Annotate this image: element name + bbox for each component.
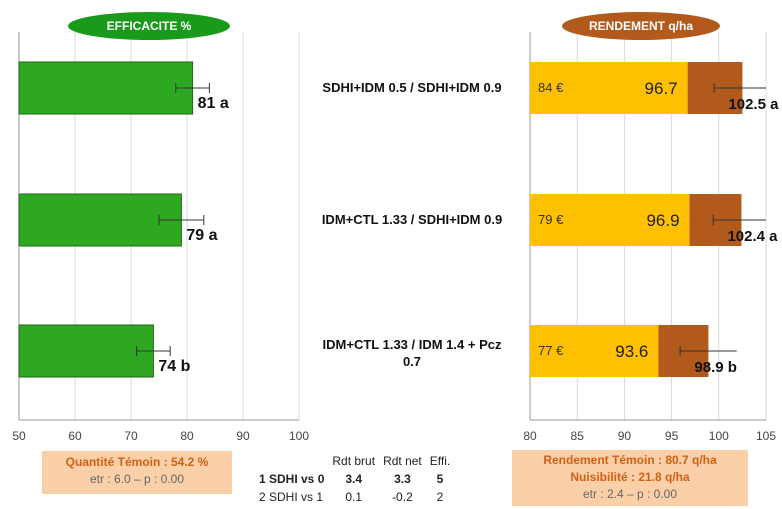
category-label: 0.7 <box>403 354 421 369</box>
efficacite-header-text: EFFICACITE % <box>106 19 192 33</box>
x-tick-label: 50 <box>12 429 26 443</box>
efficacite-bar <box>18 61 194 115</box>
efficacite-bar <box>18 193 182 247</box>
quantite-temoin-box: Quantité Témoin : 54.2 % etr : 6.0 – p :… <box>42 451 232 494</box>
table-cell: 3.4 <box>345 472 363 486</box>
x-tick-label: 100 <box>709 429 729 443</box>
efficacite-value-label: 74 b <box>158 358 190 375</box>
table-cell: 2 <box>436 490 444 504</box>
table-header-effi: Effi. <box>429 454 451 468</box>
x-tick-label: 95 <box>665 429 679 443</box>
net-yield-label: 96.9 <box>646 211 679 230</box>
rendement-header-text: RENDEMENT q/ha <box>588 19 693 33</box>
category-label: IDM+CTL 1.33 / SDHI+IDM 0.9 <box>322 212 502 227</box>
quantite-temoin-label: Quantité Témoin : 54.2 % <box>65 455 209 469</box>
cost-label: 77 € <box>538 343 564 358</box>
net-yield-label: 96.7 <box>645 79 678 98</box>
net-yield-bar <box>530 194 690 246</box>
x-tick-label: 60 <box>68 429 82 443</box>
total-yield-label: 98.9 b <box>694 359 737 376</box>
efficacite-value-label: 81 a <box>198 95 229 112</box>
table-row: 1 SDHI vs 0 3.4 3.3 5 <box>255 470 454 488</box>
efficacite-value-label: 79 a <box>186 227 217 244</box>
category-label: IDM+CTL 1.33 / IDM 1.4 + Pcz <box>323 337 502 352</box>
table-header-rdt-brut: Rdt brut <box>332 454 376 468</box>
quantite-temoin-stats: etr : 6.0 – p : 0.00 <box>89 472 185 486</box>
efficacite-bar <box>18 324 154 378</box>
net-yield-bar <box>530 325 659 377</box>
total-yield-label: 102.4 a <box>727 228 778 245</box>
comparison-table: Rdt brut Rdt net Effi. 1 SDHI vs 0 3.4 3… <box>255 452 454 506</box>
table-cell: -0.2 <box>392 490 413 504</box>
total-yield-label: 102.5 a <box>728 96 779 113</box>
x-tick-label: 70 <box>124 429 138 443</box>
rendement-temoin-stats: etr : 2.4 – p : 0.00 <box>582 487 678 501</box>
table-header-rdt-net: Rdt net <box>383 454 422 468</box>
net-yield-bar <box>530 62 688 114</box>
table-cell: 2 SDHI vs 1 <box>259 490 324 504</box>
table-cell: 5 <box>436 472 444 486</box>
x-tick-label: 85 <box>571 429 585 443</box>
category-label: SDHI+IDM 0.5 / SDHI+IDM 0.9 <box>322 80 501 95</box>
net-yield-label: 93.6 <box>615 342 648 361</box>
table-cell: 1 SDHI vs 0 <box>259 472 325 486</box>
x-tick-label: 105 <box>756 429 776 443</box>
x-tick-label: 90 <box>618 429 632 443</box>
table-header-blank <box>255 452 328 470</box>
x-tick-label: 90 <box>236 429 250 443</box>
x-tick-label: 80 <box>523 429 537 443</box>
table-cell: 0.1 <box>345 490 363 504</box>
x-tick-label: 80 <box>180 429 194 443</box>
efficacite-header: EFFICACITE % <box>68 12 230 40</box>
rendement-temoin-label: Rendement Témoin : 80.7 q/ha <box>543 453 717 467</box>
cost-label: 84 € <box>538 80 564 95</box>
cost-label: 79 € <box>538 212 564 227</box>
rendement-temoin-box: Rendement Témoin : 80.7 q/ha Nuisibilité… <box>512 450 748 506</box>
table-cell: 3.3 <box>394 472 411 486</box>
rendement-header: RENDEMENT q/ha <box>562 12 720 40</box>
nuisibilite-label: Nuisibilité : 21.8 q/ha <box>570 470 690 484</box>
x-tick-label: 100 <box>289 429 309 443</box>
table-row: 2 SDHI vs 1 0.1 -0.2 2 <box>255 488 454 506</box>
